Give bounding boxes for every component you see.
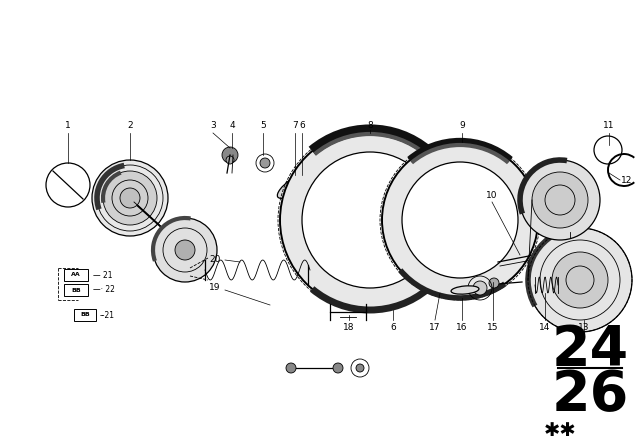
Text: 2: 2 xyxy=(127,121,133,129)
Text: AA: AA xyxy=(71,272,81,277)
Circle shape xyxy=(302,152,438,288)
Circle shape xyxy=(226,156,234,164)
Ellipse shape xyxy=(451,286,479,294)
Text: ✱✱: ✱✱ xyxy=(543,421,577,439)
Text: 16: 16 xyxy=(456,323,468,332)
Circle shape xyxy=(532,172,588,228)
FancyBboxPatch shape xyxy=(64,269,88,281)
Text: 12: 12 xyxy=(621,176,633,185)
Circle shape xyxy=(333,363,343,373)
Circle shape xyxy=(489,278,499,288)
Text: 6: 6 xyxy=(299,121,305,129)
Circle shape xyxy=(382,142,538,298)
Circle shape xyxy=(103,171,157,225)
FancyBboxPatch shape xyxy=(64,284,88,296)
Text: 10: 10 xyxy=(486,190,498,199)
Text: 1: 1 xyxy=(65,121,71,129)
Circle shape xyxy=(222,147,238,163)
Text: — 21: — 21 xyxy=(93,271,113,280)
Text: 7: 7 xyxy=(292,121,298,129)
Text: BB: BB xyxy=(80,313,90,318)
Circle shape xyxy=(280,130,460,310)
Text: 8: 8 xyxy=(367,121,373,129)
Text: 9: 9 xyxy=(459,121,465,129)
Circle shape xyxy=(120,188,140,208)
Text: 6: 6 xyxy=(390,323,396,332)
Circle shape xyxy=(520,160,600,240)
Text: BB: BB xyxy=(71,288,81,293)
Text: 13: 13 xyxy=(579,323,589,332)
Circle shape xyxy=(528,228,632,332)
Circle shape xyxy=(175,240,195,260)
Text: 19: 19 xyxy=(209,284,221,293)
Text: 5: 5 xyxy=(260,121,266,129)
Text: 17: 17 xyxy=(429,323,441,332)
Text: 11: 11 xyxy=(604,121,615,129)
Text: —· 22: —· 22 xyxy=(93,285,115,294)
Ellipse shape xyxy=(277,172,313,198)
Text: --21: --21 xyxy=(100,310,115,319)
Circle shape xyxy=(552,252,608,308)
Text: 14: 14 xyxy=(540,323,550,332)
Text: 20: 20 xyxy=(209,255,221,264)
Text: 15: 15 xyxy=(487,323,499,332)
Circle shape xyxy=(286,363,296,373)
Circle shape xyxy=(92,160,168,236)
Text: 3: 3 xyxy=(210,121,216,129)
Circle shape xyxy=(153,218,217,282)
Circle shape xyxy=(356,364,364,372)
Circle shape xyxy=(473,281,487,295)
Circle shape xyxy=(570,245,580,255)
Text: 26: 26 xyxy=(551,368,628,422)
Text: 4: 4 xyxy=(229,121,235,129)
Circle shape xyxy=(260,158,270,168)
Circle shape xyxy=(402,162,518,278)
Text: 18: 18 xyxy=(343,323,355,332)
Text: 24: 24 xyxy=(552,323,628,377)
FancyBboxPatch shape xyxy=(74,309,96,321)
